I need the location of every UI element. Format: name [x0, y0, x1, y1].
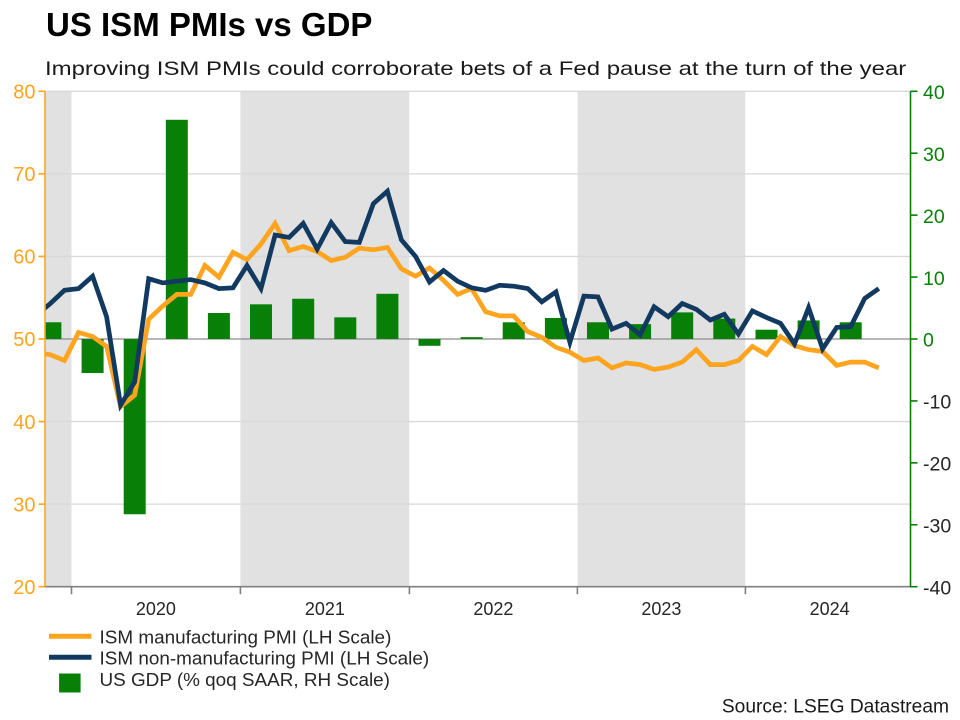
svg-text:40: 40: [13, 412, 35, 434]
svg-text:30: 30: [923, 144, 945, 166]
svg-text:80: 80: [13, 82, 35, 104]
svg-text:2020: 2020: [136, 599, 176, 619]
svg-text:-10: -10: [923, 392, 951, 414]
svg-text:-20: -20: [923, 454, 951, 476]
svg-text:40: 40: [923, 82, 945, 104]
svg-text:2021: 2021: [305, 599, 345, 619]
svg-text:60: 60: [13, 247, 35, 269]
svg-text:US ISM PMIs vs GDP: US ISM PMIs vs GDP: [46, 6, 372, 43]
svg-text:ISM non-manufacturing PMI (LH: ISM non-manufacturing PMI (LH Scale): [100, 648, 430, 669]
svg-text:10: 10: [923, 268, 945, 290]
svg-text:2023: 2023: [641, 599, 681, 619]
svg-text:50: 50: [13, 329, 35, 351]
svg-text:0: 0: [923, 330, 934, 352]
svg-text:2024: 2024: [810, 599, 850, 619]
svg-text:20: 20: [923, 206, 945, 228]
svg-text:30: 30: [13, 494, 35, 516]
svg-text:US GDP (% qoq SAAR, RH Scale): US GDP (% qoq SAAR, RH Scale): [100, 670, 390, 691]
svg-text:Source: LSEG Datastream: Source: LSEG Datastream: [722, 697, 949, 718]
svg-text:ISM manufacturing PMI (LH Scal: ISM manufacturing PMI (LH Scale): [100, 628, 392, 649]
svg-text:-30: -30: [923, 515, 951, 537]
svg-text:2022: 2022: [473, 599, 513, 619]
svg-text:20: 20: [13, 577, 35, 599]
svg-text:Improving ISM PMIs could corro: Improving ISM PMIs could corroborate bet…: [45, 57, 906, 80]
svg-text:70: 70: [13, 164, 35, 186]
svg-text:-40: -40: [923, 577, 951, 599]
